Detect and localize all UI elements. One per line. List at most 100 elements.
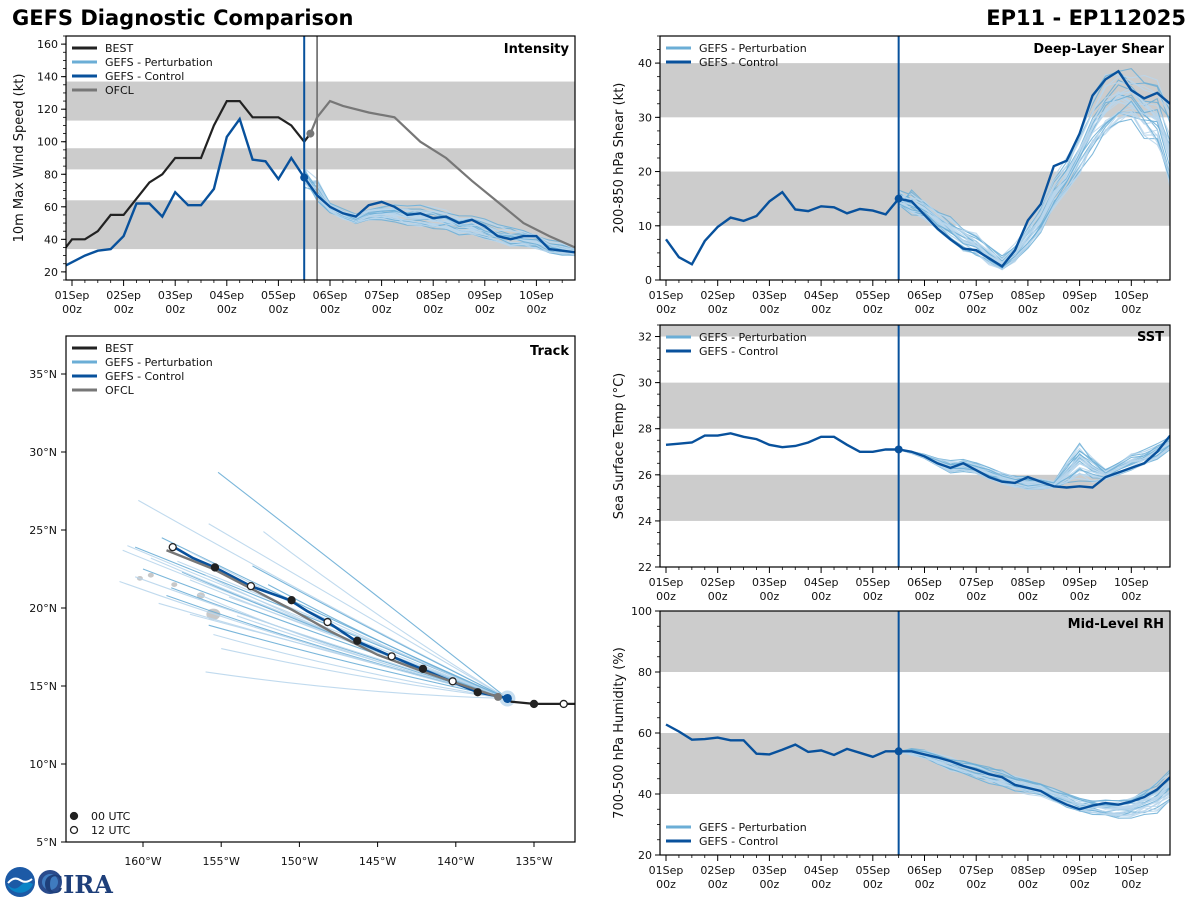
sst-bands (660, 325, 1170, 521)
shear-xtick-label-date: 01Sep (649, 289, 684, 302)
intensity-ytick-label: 120 (37, 103, 58, 116)
intensity-xtick-label-hour: 00z (527, 303, 547, 316)
intensity-bands (66, 81, 575, 250)
rh-ytick-label: 40 (638, 788, 652, 801)
track-series (166, 543, 575, 709)
rh-bands (660, 611, 1170, 794)
intensity-xtick-label-date: 10Sep (519, 289, 554, 302)
intensity-perturbation-member (303, 173, 575, 256)
intensity-xtick-label-hour: 00z (423, 303, 443, 316)
rh-legend-control-label: GEFS - Control (699, 835, 778, 848)
sst-legend-control-label: GEFS - Control (699, 345, 778, 358)
sst-xtick-label-hour: 00z (1070, 590, 1090, 603)
track-perturbation-member (208, 523, 508, 699)
sst-ytick-label: 26 (638, 469, 652, 482)
shear-axes: 01020304001Sep00z02Sep00z03Sep00z04Sep00… (638, 35, 1171, 316)
track-legend-best-label: BEST (105, 342, 133, 355)
sst-init-marker (894, 445, 903, 454)
rh-panel: 2040608010001Sep00z02Sep00z03Sep00z04Sep… (612, 605, 1171, 891)
sst-legend-perturbation-label: GEFS - Perturbation (699, 331, 807, 344)
shear-perturbation-member (898, 67, 1170, 257)
track-perturbation-member (208, 624, 508, 700)
rh-xtick-label-hour: 00z (656, 878, 676, 891)
shear-ytick-label: 40 (638, 57, 652, 70)
sst-xtick-label-date: 10Sep (1114, 576, 1149, 589)
shear-xtick-label-hour: 00z (863, 303, 883, 316)
rh-xtick-label-date: 01Sep (649, 864, 684, 877)
track-ofcl-start-marker (494, 692, 503, 701)
rh-xtick-label-date: 08Sep (1011, 864, 1046, 877)
rh-xtick-label-hour: 00z (760, 878, 780, 891)
track-perturbation-member (252, 565, 508, 699)
shear-ytick-label: 20 (638, 166, 652, 179)
rh-perturbation-member (898, 751, 1170, 813)
rh-band-0 (660, 733, 1170, 794)
shear-perturbation-member (898, 112, 1170, 268)
intensity-ofcl-marker (306, 129, 315, 138)
shear-xtick-label-hour: 00z (708, 303, 728, 316)
shear-xtick-label-date: 08Sep (1011, 289, 1046, 302)
intensity-legend-perturbation-label: GEFS - Perturbation (105, 56, 213, 69)
intensity-ytick-label: 140 (37, 71, 58, 84)
shear-xtick-label-hour: 00z (1121, 303, 1141, 316)
rh-xtick-label-hour: 00z (1121, 878, 1141, 891)
sst-xtick-label-date: 03Sep (752, 576, 787, 589)
track-perturbation-member (205, 671, 508, 700)
shear-xtick-label-date: 05Sep (855, 289, 890, 302)
track-legend-ofcl-label: OFCL (105, 384, 135, 397)
track-xtick-label: 145°W (359, 855, 396, 868)
shear-ytick-label: 10 (638, 220, 652, 233)
rh-xtick-label-date: 02Sep (700, 864, 735, 877)
intensity-band-1 (66, 148, 575, 170)
track-ytick-label: 15°N (29, 680, 57, 693)
rh-init-marker (894, 747, 903, 756)
sst-xtick-label-date: 02Sep (700, 576, 735, 589)
sst-xtick-label-hour: 00z (915, 590, 935, 603)
rh-ytick-label: 20 (638, 849, 652, 862)
shear-legend-perturbation-label: GEFS - Perturbation (699, 42, 807, 55)
shear-perturbation-member (898, 100, 1170, 269)
shear-xtick-label-hour: 00z (1070, 303, 1090, 316)
sst-perturbation-member (898, 446, 1170, 491)
track-legend-control-label: GEFS - Control (105, 370, 184, 383)
intensity-xtick-label-hour: 00z (114, 303, 134, 316)
track-control-marker-00utc (287, 596, 296, 605)
intensity-xtick-label-date: 08Sep (416, 289, 451, 302)
track-legend-utc00-label: 00 UTC (91, 810, 131, 823)
rh-xtick-label-hour: 00z (811, 878, 831, 891)
track-perturbation-member (150, 557, 508, 699)
intensity-panel: 2040608010012014016001Sep00z02Sep00z03Se… (12, 35, 576, 316)
storm-id: EP11 - EP112025 (986, 6, 1186, 30)
track-control-marker-12utc (168, 543, 177, 552)
shear-xtick-label-hour: 00z (656, 303, 676, 316)
intensity-xtick-label-hour: 00z (165, 303, 185, 316)
cira-logo-icon: CIRA (38, 870, 113, 898)
rh-ytick-label: 80 (638, 666, 652, 679)
shear-perturbation-member (898, 90, 1170, 265)
land-oahu (171, 582, 178, 587)
shear-xtick-label-date: 02Sep (700, 289, 735, 302)
intensity-xtick-label-date: 05Sep (261, 289, 296, 302)
intensity-xtick-label-date: 09Sep (467, 289, 502, 302)
track-perturbation-member (127, 545, 508, 699)
intensity-panel-title: Intensity (504, 42, 570, 57)
shear-series (665, 36, 1170, 280)
rh-perturbation-member (898, 751, 1170, 819)
intensity-ytick-label: 160 (37, 38, 58, 51)
sst-control-line (665, 432, 1170, 489)
track-perturbation-member (119, 580, 508, 700)
intensity-ytick-label: 40 (44, 233, 58, 246)
shear-y-axis-label: 200-850 hPa Shear (kt) (612, 83, 627, 234)
sst-series (665, 325, 1170, 567)
rh-xtick-label-date: 10Sep (1114, 864, 1149, 877)
rh-xtick-label-hour: 00z (708, 878, 728, 891)
rh-xtick-label-date: 03Sep (752, 864, 787, 877)
track-ytick-label: 25°N (29, 524, 57, 537)
intensity-best-line (66, 100, 312, 249)
sst-xtick-label-hour: 00z (1121, 590, 1141, 603)
sst-xtick-label-hour: 00z (760, 590, 780, 603)
intensity-axes: 2040608010012014016001Sep00z02Sep00z03Se… (37, 35, 576, 316)
